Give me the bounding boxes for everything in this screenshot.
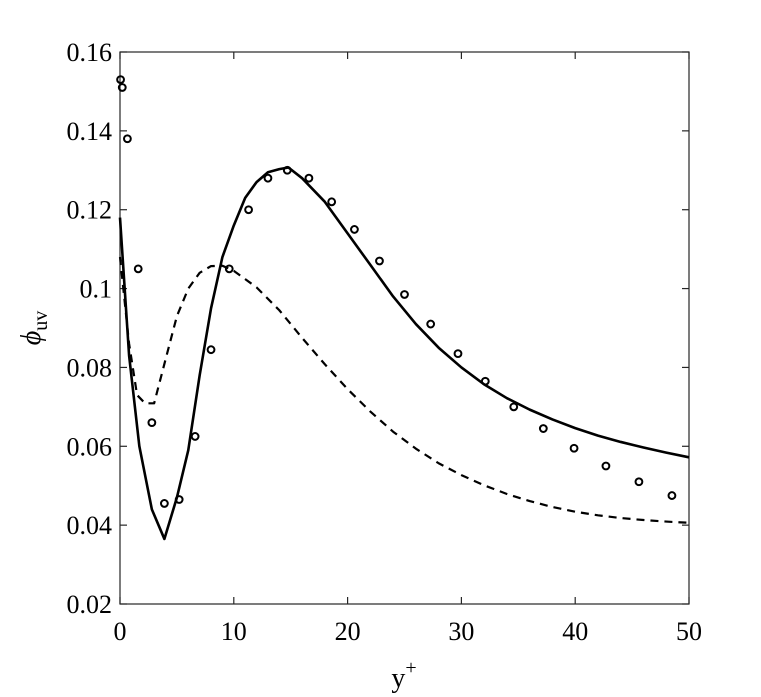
y-axis-label-subscript: uv (30, 311, 52, 331)
data-point-marker (375, 256, 384, 266)
series-layer (116, 75, 690, 541)
data-point-marker (244, 205, 253, 215)
y-tick-label: 0.14 (67, 117, 113, 146)
data-point-marker (116, 75, 125, 84)
data-point-marker (174, 495, 184, 504)
data-point-marker (159, 499, 169, 508)
data-point-marker (122, 134, 132, 144)
x-tick-label: 40 (562, 617, 588, 646)
data-point-marker (133, 264, 143, 274)
data-point-marker (224, 264, 234, 274)
x-tick-label: 0 (114, 617, 127, 646)
x-axis-label-superscript: + (405, 657, 416, 679)
data-point-marker (538, 424, 548, 433)
data-point-marker (453, 349, 463, 359)
solid-series-line (118, 166, 690, 541)
axis-ticks: 0 10 20 30 40 50 0.02 0.04 0.06 0.08 0.1 0.12 0.14 0.… (67, 38, 703, 646)
y-tick-label: 0.06 (67, 432, 113, 461)
data-point-marker (263, 173, 273, 183)
data-point-marker (601, 461, 611, 471)
y-tick-label: 0.08 (67, 353, 113, 382)
x-tick-label: 50 (676, 617, 702, 646)
data-point-marker (282, 165, 292, 175)
data-point-marker (304, 173, 314, 183)
x-tick-label: 20 (335, 617, 361, 646)
y-tick-label: 0.1 (80, 275, 113, 304)
data-point-marker (190, 432, 200, 441)
data-point-marker (426, 319, 436, 329)
y-axis-label: ϕuv (16, 311, 52, 346)
data-point-marker (147, 418, 157, 428)
y-tick-label: 0.16 (67, 38, 113, 67)
y-tick-label: 0.02 (67, 590, 113, 619)
data-point-marker (480, 376, 490, 386)
data-point-marker (327, 197, 337, 207)
data-point-marker (509, 402, 519, 412)
data-point-marker (206, 345, 216, 355)
x-tick-label: 30 (448, 617, 474, 646)
y-tick-label: 0.12 (67, 196, 113, 225)
x-axis-label: y+ (391, 657, 416, 694)
y-tick-label: 0.04 (67, 511, 113, 540)
data-point-marker (569, 443, 579, 453)
dashed-series-line (118, 256, 690, 524)
data-point-marker (117, 83, 127, 92)
data-point-marker (634, 477, 644, 487)
data-point-marker (400, 290, 409, 299)
x-tick-label: 10 (221, 617, 247, 646)
data-point-marker (667, 491, 677, 500)
data-point-marker (350, 225, 359, 234)
plot-area (119, 51, 690, 605)
